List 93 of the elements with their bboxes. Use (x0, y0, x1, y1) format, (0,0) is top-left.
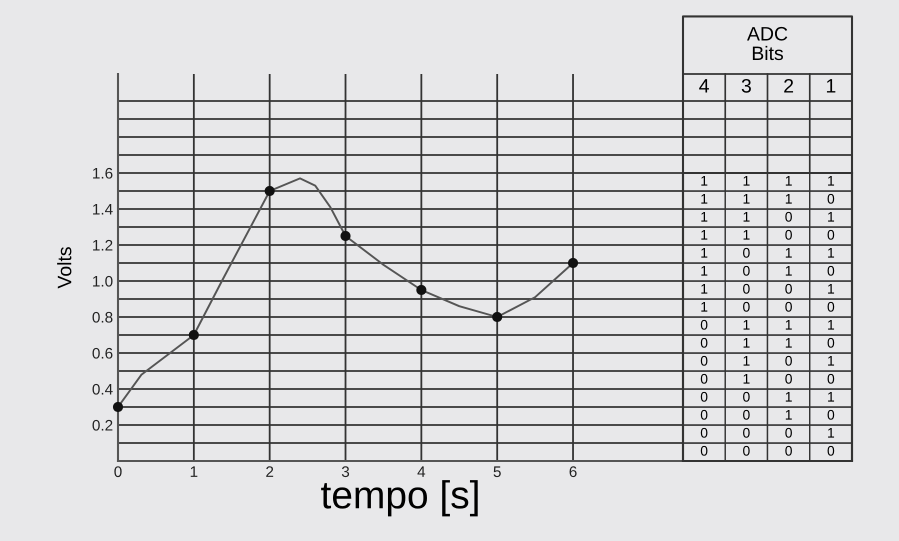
data-label: 1 (701, 284, 708, 294)
data-label: 0 (700, 446, 708, 456)
data-label: 0 (785, 446, 792, 456)
data-label: 1 (744, 230, 750, 240)
data-label: 0 (743, 284, 750, 294)
data-label: 0 (828, 374, 834, 384)
data-label: 0 (785, 302, 792, 312)
data-label: 0 (828, 230, 834, 240)
chart-title: ADC Bits (747, 26, 788, 60)
data-label: 1 (828, 176, 834, 186)
x-axis-title: tempo [s] (321, 480, 478, 516)
data-label: 1 (744, 320, 750, 330)
y-tick-label: 1.2 (93, 240, 112, 251)
data-label: 0 (785, 212, 792, 222)
data-label: 1 (744, 356, 750, 366)
data-label: 0 (700, 410, 708, 420)
data-label: 1 (701, 176, 708, 186)
x-tick-label: 2 (266, 466, 274, 477)
point (188, 330, 199, 340)
data-label: 1 (701, 230, 708, 240)
data-label: 1 (701, 302, 708, 312)
data-label: 1 (786, 176, 792, 186)
data-label: 0 (828, 266, 834, 276)
data-label: 1 (828, 428, 834, 438)
point (264, 186, 275, 196)
data-label: 0 (700, 374, 708, 384)
data-label: 1 (786, 266, 792, 276)
y-tick-label: 0.6 (92, 348, 112, 359)
data-label: 1 (744, 176, 750, 186)
data-label: 0 (700, 428, 708, 438)
data-label: 0 (743, 392, 750, 402)
data-label: 1 (786, 338, 792, 348)
data-label: 0 (828, 446, 834, 456)
data-label: 0 (700, 338, 708, 348)
data-label: 1 (828, 212, 834, 222)
x-tick-label: 1 (190, 466, 198, 477)
data-label: 1 (786, 194, 792, 204)
data-label: 1 (828, 356, 834, 366)
data-label: 1 (786, 248, 792, 258)
data-label: 1 (786, 320, 792, 330)
point (416, 284, 426, 296)
data-label: 1 (828, 248, 834, 258)
x-tick-label: 6 (570, 466, 577, 478)
data-label: 0 (785, 428, 792, 438)
data-label: 0 (828, 194, 834, 204)
data-label: 1 (828, 320, 834, 330)
y-tick-label: 1.6 (93, 168, 112, 179)
data-label: 0 (828, 338, 834, 348)
x-tick-label: 4 (699, 79, 709, 93)
data-label: 0 (700, 356, 708, 366)
data-label: 1 (786, 410, 792, 420)
data-label: 0 (743, 266, 750, 276)
data-label: 0 (828, 410, 834, 420)
data-label: 1 (701, 212, 708, 222)
x-tick-label: 3 (342, 466, 350, 478)
y-axis-title: Volts (57, 247, 72, 288)
data-label: 1 (701, 266, 708, 276)
data-label: 0 (785, 356, 792, 366)
data-label: 1 (744, 338, 750, 348)
point (492, 312, 502, 322)
x-tick-label: 2 (784, 78, 794, 93)
x-tick-label: 4 (417, 466, 426, 477)
x-tick-label: 0 (114, 466, 122, 478)
y-tick-label: 0.8 (92, 312, 112, 323)
data-label: 1 (744, 194, 750, 204)
data-label: 1 (786, 392, 792, 402)
y-tick-label: 0.2 (92, 420, 112, 431)
data-label: 0 (743, 302, 750, 312)
data-label: 0 (785, 284, 792, 294)
data-label: 0 (743, 428, 750, 438)
data-label: 0 (700, 320, 708, 330)
y-tick-label: 1.0 (93, 276, 113, 287)
y-tick-label: 0.4 (92, 384, 113, 395)
data-label: 0 (700, 392, 708, 402)
y-tick-label: 1.4 (93, 204, 113, 215)
point (568, 258, 578, 268)
data-label: 1 (828, 284, 834, 294)
data-label: 0 (743, 248, 750, 258)
point (340, 230, 351, 242)
data-label: 0 (743, 410, 750, 420)
data-label: 1 (701, 194, 708, 204)
data-label: 0 (828, 302, 834, 312)
x-tick-label: 1 (826, 79, 836, 93)
data-label: 1 (701, 248, 708, 258)
data-label: 0 (785, 374, 792, 384)
x-tick-label: 3 (742, 78, 751, 93)
x-tick-label: 5 (494, 466, 501, 478)
data-label: 1 (828, 392, 834, 402)
data-label: 1 (744, 374, 750, 384)
data-label: 0 (743, 446, 750, 456)
point (112, 402, 124, 412)
data-label: 0 (785, 230, 792, 240)
data-label: 1 (744, 212, 750, 222)
